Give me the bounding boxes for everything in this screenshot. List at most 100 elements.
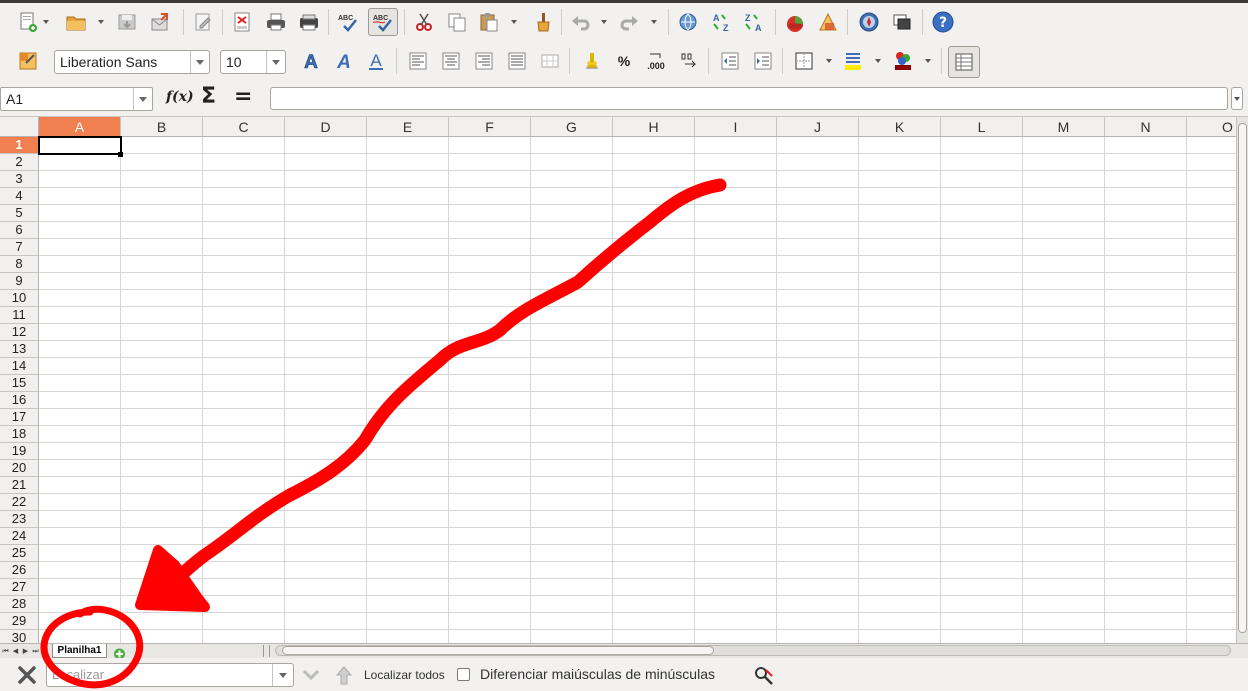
chevron-down-icon[interactable] [272,664,293,686]
row-header-7[interactable]: 7 [0,239,38,256]
chevron-down-icon[interactable] [133,88,152,110]
background-color-dropdown[interactable] [874,47,882,75]
help-icon[interactable]: ? [929,8,957,36]
row-header-19[interactable]: 19 [0,443,38,460]
equals-icon[interactable]: = [234,84,253,109]
save-icon[interactable] [113,8,141,36]
align-right-icon[interactable] [470,47,498,75]
justify-icon[interactable] [503,47,531,75]
row-header-11[interactable]: 11 [0,307,38,324]
row-header-21[interactable]: 21 [0,477,38,494]
column-header-j[interactable]: J [777,117,859,136]
globe-link-icon[interactable] [674,8,702,36]
prev-sheet-icon[interactable]: ◀ [12,647,19,655]
column-header-f[interactable]: F [449,117,531,136]
redo-dropdown[interactable] [650,8,658,36]
row-header-12[interactable]: 12 [0,324,38,341]
row-header-10[interactable]: 10 [0,290,38,307]
edit-file-icon[interactable] [189,8,217,36]
row-header-22[interactable]: 22 [0,494,38,511]
chevron-down-icon[interactable] [190,51,209,73]
column-header-a[interactable]: A [39,117,121,136]
sum-icon[interactable]: Σ [201,84,217,109]
pdf-icon[interactable] [228,8,256,36]
column-header-b[interactable]: B [121,117,203,136]
number-format-icon[interactable]: .000 [642,47,670,75]
new-document-icon[interactable] [14,8,42,36]
column-header-k[interactable]: K [859,117,941,136]
find-all-button[interactable]: Localizar todos [364,668,445,682]
redo-icon[interactable] [615,8,643,36]
row-header-29[interactable]: 29 [0,613,38,630]
column-header-o[interactable]: O [1187,117,1236,136]
find-input[interactable]: Localizar [46,663,294,687]
tab-split-handle[interactable] [263,645,270,657]
open-dropdown[interactable] [97,8,105,36]
formula-expand-button[interactable] [1231,87,1243,110]
column-header-c[interactable]: C [203,117,285,136]
vertical-scroll-thumb[interactable] [1238,123,1247,633]
add-sheet-icon[interactable] [113,645,126,660]
next-sheet-icon[interactable]: ▶ [22,647,29,655]
formula-input[interactable] [270,87,1228,110]
column-header-h[interactable]: H [613,117,695,136]
find-replace-icon[interactable] [752,664,776,690]
row-header-1[interactable]: 1 [0,137,38,154]
align-left-icon[interactable] [404,47,432,75]
borders-icon[interactable] [790,47,818,75]
font-color-dropdown[interactable] [924,47,932,75]
row-header-6[interactable]: 6 [0,222,38,239]
row-header-9[interactable]: 9 [0,273,38,290]
row-header-8[interactable]: 8 [0,256,38,273]
select-all-corner[interactable] [0,117,39,136]
navigator-icon[interactable] [855,8,883,36]
first-sheet-icon[interactable]: ⏮ [2,647,9,655]
underline-icon[interactable]: A [362,47,390,75]
column-header-e[interactable]: E [367,117,449,136]
column-header-d[interactable]: D [285,117,367,136]
align-center-icon[interactable] [437,47,465,75]
copy-icon[interactable] [443,8,471,36]
font-size-combo[interactable]: 10 [220,50,286,74]
name-box[interactable]: A1 [0,87,153,111]
email-document-icon[interactable] [146,8,174,36]
match-case-checkbox[interactable] [457,668,470,681]
new-dropdown[interactable] [42,8,50,36]
fill-handle[interactable] [118,152,123,157]
printer-direct-icon[interactable] [295,8,323,36]
row-header-20[interactable]: 20 [0,460,38,477]
spellcheck-icon[interactable]: ABC [334,8,362,36]
find-previous-icon[interactable] [334,664,354,690]
row-header-2[interactable]: 2 [0,154,38,171]
column-header-m[interactable]: M [1023,117,1105,136]
gridlines-icon[interactable] [948,46,980,78]
row-header-23[interactable]: 23 [0,511,38,528]
row-header-4[interactable]: 4 [0,188,38,205]
paste-dropdown[interactable] [510,8,518,36]
chart-icon[interactable] [781,8,809,36]
row-header-5[interactable]: 5 [0,205,38,222]
row-header-27[interactable]: 27 [0,579,38,596]
row-header-17[interactable]: 17 [0,409,38,426]
sheet-tab-planilha1[interactable]: Planilha1 [52,644,107,658]
gallery-icon[interactable] [888,8,916,36]
draw-functions-icon[interactable] [814,8,842,36]
undo-dropdown[interactable] [600,8,608,36]
currency-icon[interactable] [577,47,605,75]
paste-icon[interactable] [475,8,503,36]
column-header-i[interactable]: I [695,117,777,136]
find-next-icon[interactable] [301,666,321,688]
column-header-l[interactable]: L [941,117,1023,136]
last-sheet-icon[interactable]: ⏭ [32,647,39,655]
percent-icon[interactable]: % [610,47,638,75]
styles-icon[interactable] [14,47,42,75]
row-header-26[interactable]: 26 [0,562,38,579]
decrease-indent-icon[interactable] [716,47,744,75]
function-wizard-icon[interactable]: f(x) [166,89,194,105]
paintbrush-icon[interactable] [529,8,557,36]
folder-open-icon[interactable] [62,8,90,36]
font-color-icon[interactable] [889,47,917,75]
add-decimal-icon[interactable] [675,47,703,75]
row-header-25[interactable]: 25 [0,545,38,562]
